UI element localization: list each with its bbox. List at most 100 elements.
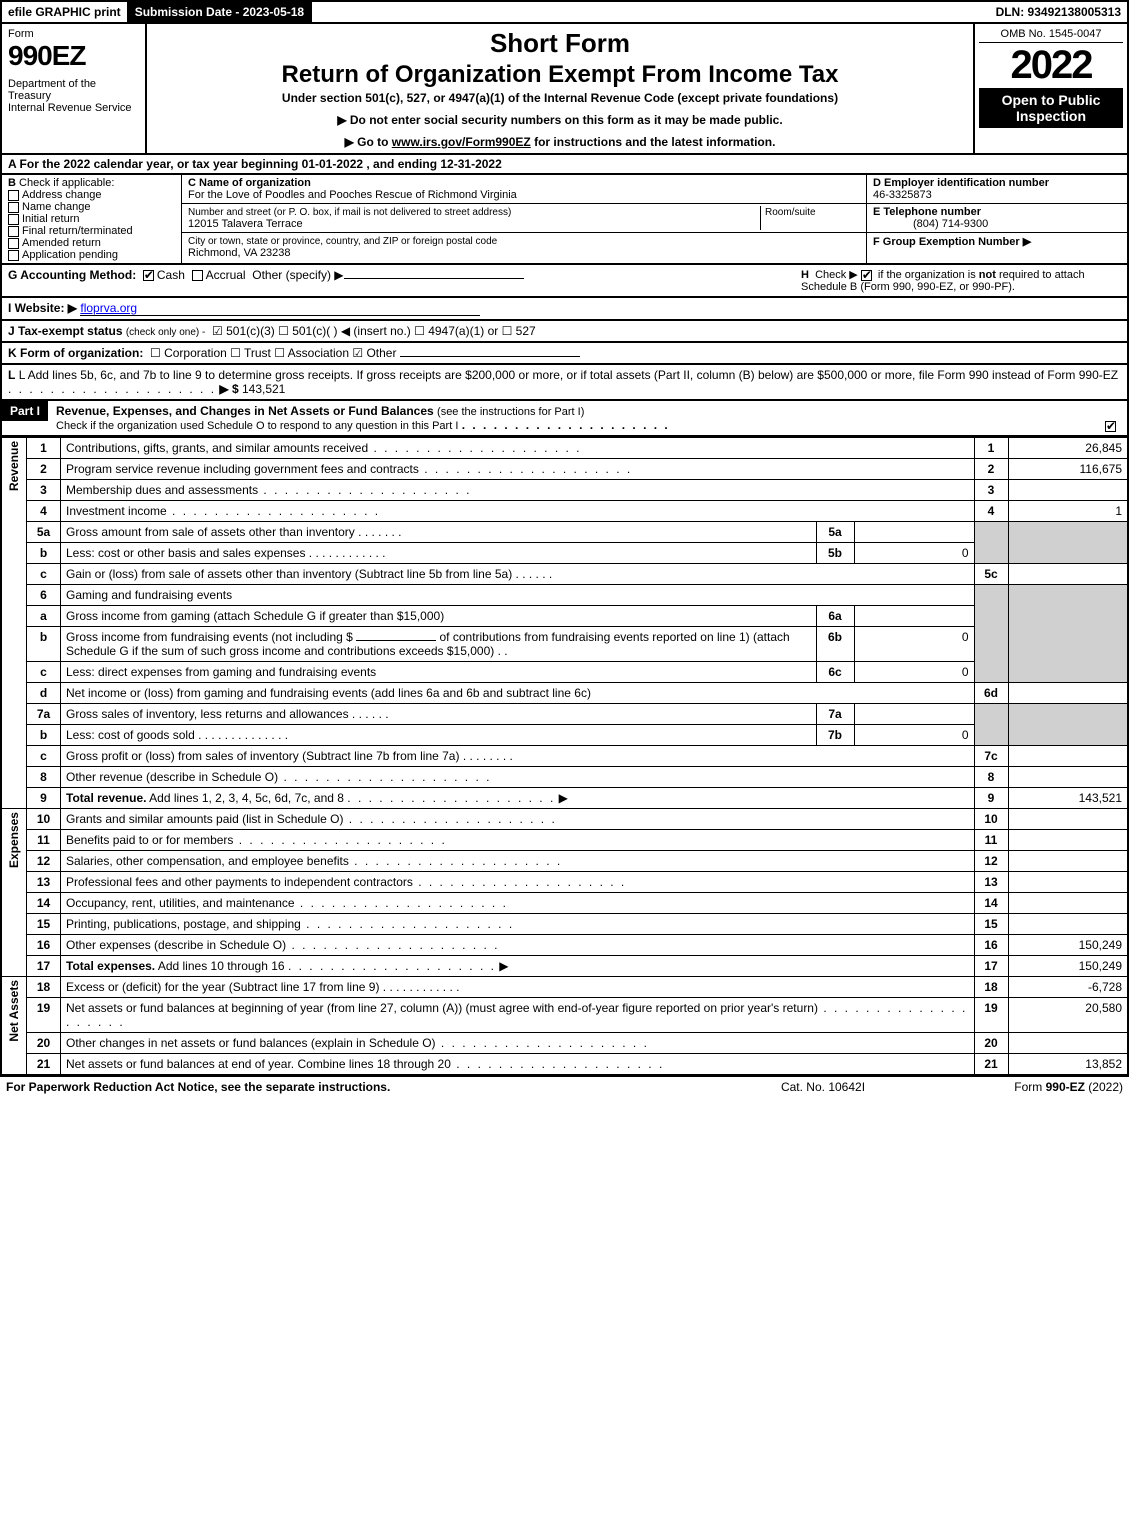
line-6b-row: b Gross income from fundraising events (… [1,627,1128,662]
checkbox-initial-return[interactable] [8,214,19,225]
line-15-num2: 15 [974,914,1008,935]
part-i-sub: (see the instructions for Part I) [437,406,584,418]
room-lbl: Room/suite [765,207,816,218]
line-3-num: 3 [27,480,61,501]
line-7ab-shade [974,704,1008,746]
line-3-num2: 3 [974,480,1008,501]
line-18-val: -6,728 [1008,977,1128,998]
line-7b-num: b [27,725,61,746]
line-15-num: 15 [27,914,61,935]
line-9-desc: Total revenue. Add lines 1, 2, 3, 4, 5c,… [61,788,975,809]
line-6a-row: a Gross income from gaming (attach Sched… [1,606,1128,627]
form-header: Form 990EZ Department of the Treasury In… [0,24,1129,155]
line-15-row: 15 Printing, publications, postage, and … [1,914,1128,935]
line-4-num: 4 [27,501,61,522]
department: Department of the Treasury Internal Reve… [8,78,139,114]
header-right: OMB No. 1545-0047 2022 Open to Public In… [975,24,1127,153]
checkbox-name-change[interactable] [8,202,19,213]
row-l: L L Add lines 5b, 6c, and 7b to line 9 t… [0,365,1129,401]
form-number: 990EZ [8,40,139,72]
checkbox-address-change[interactable] [8,190,19,201]
line-9-num2: 9 [974,788,1008,809]
line-7b-row: b Less: cost of goods sold . . . . . . .… [1,725,1128,746]
b-opt-3: Final return/terminated [22,225,133,237]
line-3-val [1008,480,1128,501]
c-street-block: Number and street (or P. O. box, if mail… [182,204,866,233]
c-name-block: C Name of organization For the Love of P… [182,175,866,204]
line-2-desc: Program service revenue including govern… [61,459,975,480]
k-other-input[interactable] [400,356,580,357]
checkbox-accrual[interactable] [192,270,203,281]
checkbox-schedule-o[interactable] [1105,421,1116,432]
d-lbl: D Employer identification number [873,177,1049,189]
row-k: K Form of organization: ☐ Corporation ☐ … [0,343,1129,365]
line-6c-inner: 6c [816,662,854,683]
line-7a-desc: Gross sales of inventory, less returns a… [61,704,817,725]
line-16-val: 150,249 [1008,935,1128,956]
checkbox-amended-return[interactable] [8,238,19,249]
line-6-shade-val [1008,585,1128,683]
header-left: Form 990EZ Department of the Treasury In… [2,24,147,153]
line-3-desc: Membership dues and assessments [61,480,975,501]
i-lbl: I Website: ▶ [8,301,77,315]
line-8-desc: Other revenue (describe in Schedule O) [61,767,975,788]
line-5ab-shade-val [1008,522,1128,564]
part-i-header-row: Part I Revenue, Expenses, and Changes in… [0,401,1129,437]
checkbox-cash[interactable] [143,270,154,281]
vlabel-expenses-text: Expenses [7,812,21,868]
line-20-num: 20 [27,1033,61,1054]
line-6a-innerval [854,606,974,627]
line-18-desc: Excess or (deficit) for the year (Subtra… [61,977,975,998]
efile-print[interactable]: efile GRAPHIC print [2,2,129,22]
line-11-val [1008,830,1128,851]
line-10-desc: Grants and similar amounts paid (list in… [61,809,975,830]
checkbox-h[interactable] [861,270,872,281]
line-6-shade [974,585,1008,683]
line-7b-innerval: 0 [854,725,974,746]
line-5c-desc: Gain or (loss) from sale of assets other… [61,564,975,585]
line-6a-desc: Gross income from gaming (attach Schedul… [61,606,817,627]
instr-no-ssn: ▶ Do not enter social security numbers o… [157,113,963,127]
subtitle: Under section 501(c), 527, or 4947(a)(1)… [157,91,963,105]
line-16-num: 16 [27,935,61,956]
line-6-row: 6 Gaming and fundraising events [1,585,1128,606]
line-2-val: 116,675 [1008,459,1128,480]
footer: For Paperwork Reduction Act Notice, see … [0,1076,1129,1097]
line-6b-blank[interactable] [356,640,436,641]
line-7c-num2: 7c [974,746,1008,767]
line-6c-num: c [27,662,61,683]
checkbox-final-return[interactable] [8,226,19,237]
line-5b-row: b Less: cost or other basis and sales ex… [1,543,1128,564]
line-8-num: 8 [27,767,61,788]
line-6-desc: Gaming and fundraising events [61,585,975,606]
website-link[interactable]: floprva.org [80,301,480,316]
irs-link[interactable]: www.irs.gov/Form990EZ [392,135,531,149]
line-17-num: 17 [27,956,61,977]
col-def: D Employer identification number 46-3325… [867,175,1127,263]
line-6d-desc: Net income or (loss) from gaming and fun… [61,683,975,704]
footer-right-pre: Form [1014,1080,1045,1094]
line-7c-val [1008,746,1128,767]
line-18-num: 18 [27,977,61,998]
line-14-val [1008,893,1128,914]
line-8-val [1008,767,1128,788]
section-bcdef: B Check if applicable: Address change Na… [0,175,1129,265]
line-1-val: 26,845 [1008,438,1128,459]
row-i: I Website: ▶ floprva.org [0,298,1129,321]
ein: 46-3325873 [873,189,932,201]
line-12-num: 12 [27,851,61,872]
line-18-num2: 18 [974,977,1008,998]
e-block: E Telephone number (804) 714-9300 [867,204,1127,233]
line-6b-innerval: 0 [854,627,974,662]
checkbox-application-pending[interactable] [8,250,19,261]
vlabel-netassets-text: Net Assets [7,980,21,1042]
line-21-row: 21 Net assets or fund balances at end of… [1,1054,1128,1076]
g-other-input[interactable] [344,278,524,279]
l-text: L Add lines 5b, 6c, and 7b to line 9 to … [19,368,1118,382]
line-1-desc: Contributions, gifts, grants, and simila… [61,438,975,459]
line-6b-pre: Gross income from fundraising events (no… [66,630,353,644]
line-9-val: 143,521 [1008,788,1128,809]
row-gh: G Accounting Method: Cash Accrual Other … [0,265,1129,298]
line-7ab-shade-val [1008,704,1128,746]
c-city-block: City or town, state or province, country… [182,233,866,261]
